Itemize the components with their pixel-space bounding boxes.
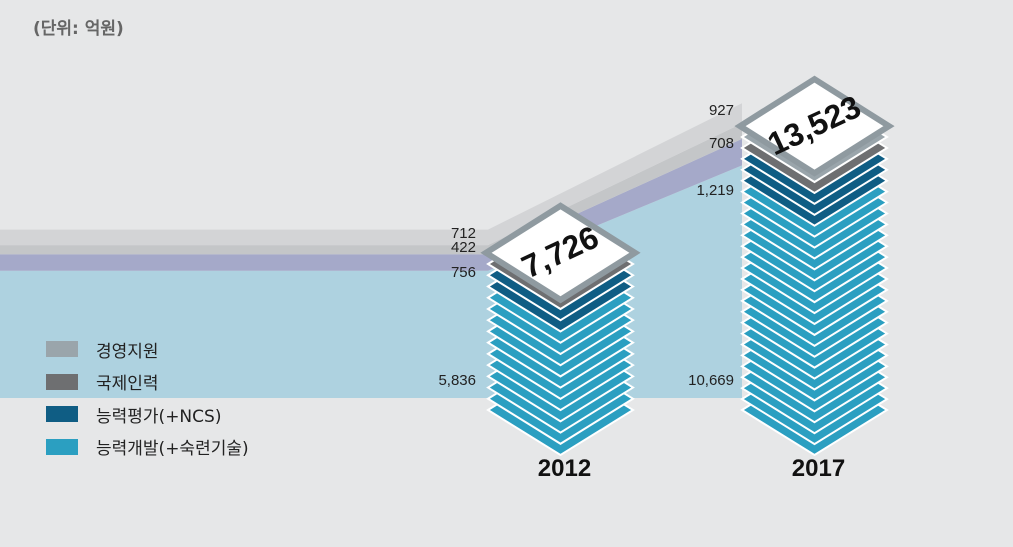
year-label-2017: 2017 [792,455,845,482]
unit-label: (단위: 억원) [33,19,124,39]
legend-swatch-evaluation [46,406,78,423]
legend-item-development: 능력개발(+숙련기술) [46,431,249,464]
legend-swatch-management [46,341,78,358]
flow-band-left [0,229,488,246]
total-card-2017 [734,75,895,177]
value-label: 10,669 [688,372,734,389]
value-label: 422 [451,239,476,256]
legend-swatch-development [46,438,78,455]
legend-label-management: 경영지원 [96,341,159,362]
flow-band-left [0,254,488,271]
legend-item-international: 국제인력 [46,366,249,399]
legend-item-evaluation: 능력평가(+NCS) [46,398,249,431]
legend-label-international: 국제인력 [96,374,159,395]
total-card-2012 [480,202,641,304]
year-label-2012: 2012 [538,455,591,482]
value-label: 927 [709,102,734,119]
legend: 경영지원 국제인력 능력평가(+NCS) 능력개발(+숙련기술) [46,333,249,463]
legend-label-development: 능력개발(+숙련기술) [96,439,249,460]
value-label: 708 [709,135,734,152]
flow-band-left [0,270,488,398]
flow-band-left [0,245,488,255]
legend-swatch-international [46,373,78,390]
legend-label-evaluation: 능력평가(+NCS) [96,406,222,427]
value-label: 756 [451,264,476,281]
value-label: 1,219 [696,182,734,199]
value-label: 5,836 [438,372,476,389]
legend-item-management: 경영지원 [46,333,249,366]
value-label: 712 [451,225,476,242]
